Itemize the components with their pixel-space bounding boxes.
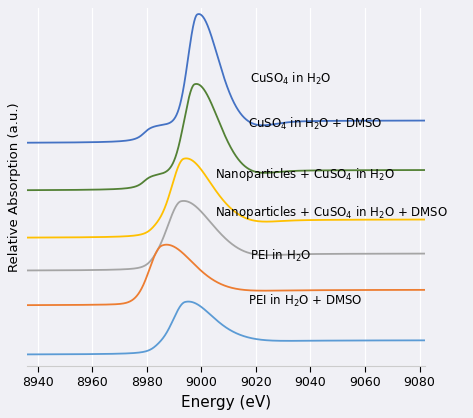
Text: PEI in H$_2$O: PEI in H$_2$O — [251, 247, 312, 264]
Text: PEI in H$_2$O + DMSO: PEI in H$_2$O + DMSO — [248, 293, 362, 309]
Y-axis label: Relative Absorption (a.u.): Relative Absorption (a.u.) — [9, 102, 21, 272]
X-axis label: Energy (eV): Energy (eV) — [181, 395, 271, 410]
Text: Nanoparticles + CuSO$_4$ in H$_2$O + DMSO: Nanoparticles + CuSO$_4$ in H$_2$O + DMS… — [215, 204, 448, 221]
Text: CuSO$_4$ in H$_2$O + DMSO: CuSO$_4$ in H$_2$O + DMSO — [248, 116, 382, 133]
Text: Nanoparticles + CuSO$_4$ in H$_2$O: Nanoparticles + CuSO$_4$ in H$_2$O — [215, 166, 395, 184]
Text: CuSO$_4$ in H$_2$O: CuSO$_4$ in H$_2$O — [251, 71, 332, 87]
